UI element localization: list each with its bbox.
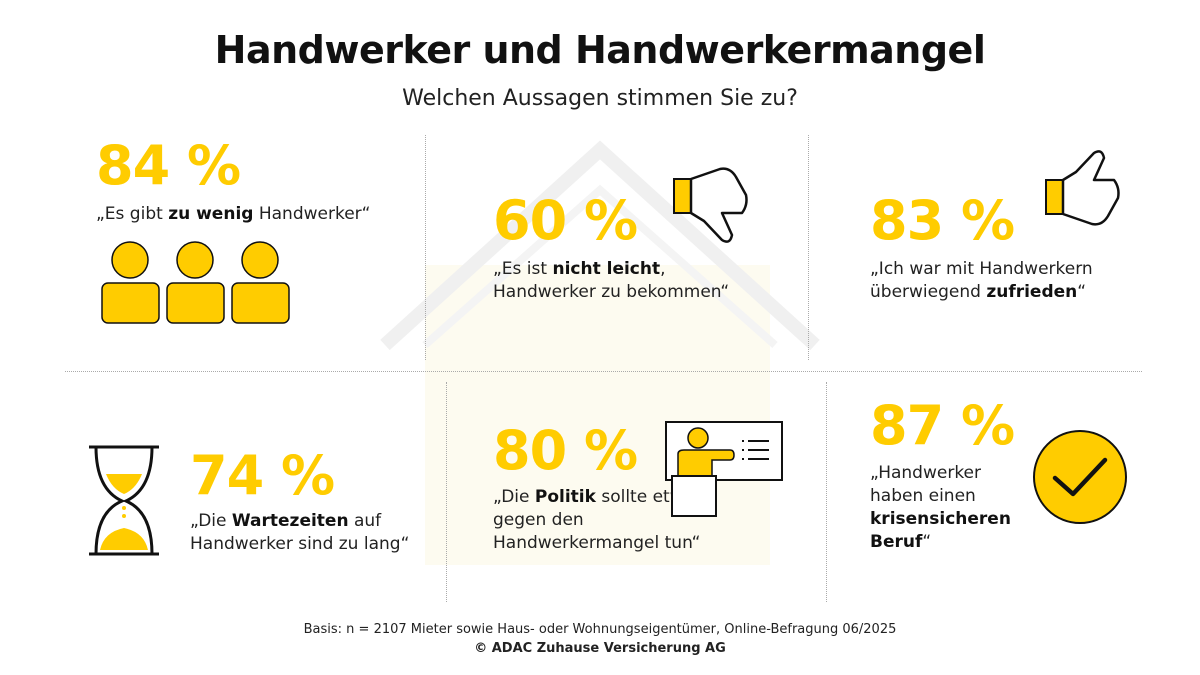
house-roof-inner — [422, 184, 778, 348]
page-subtitle: Welchen Aussagen stimmen Sie zu? — [402, 86, 798, 111]
footer-basis: Basis: n = 2107 Mieter sowie Haus- oder … — [303, 622, 897, 637]
stat-quote: „Handwerker haben einen krisensicheren B… — [870, 463, 1011, 552]
stat-value: 83 % — [870, 189, 1015, 252]
stat-value: 84 % — [96, 134, 241, 197]
stat-quote: „Ich war mit Handwerkern überwiegend zuf… — [870, 259, 1093, 302]
divider — [808, 135, 809, 360]
divider — [446, 382, 447, 602]
page-title: Handwerker und Handwerkermangel — [214, 28, 986, 72]
thumbs-up-icon — [1045, 150, 1120, 226]
stat-value: 87 % — [870, 394, 1015, 457]
stat-value: 60 % — [493, 189, 638, 252]
stat-quote: „Die Wartezeiten auf Handwerker sind zu … — [190, 511, 410, 554]
stat-value: 74 % — [190, 444, 335, 507]
checkmark-circle-icon — [1033, 430, 1127, 524]
people-icon — [101, 241, 290, 324]
stat-value: 80 % — [493, 419, 638, 482]
house-roof — [380, 140, 820, 351]
politician-podium-icon — [665, 421, 783, 517]
stat-quote: „Es ist nicht leicht, Handwerker zu beko… — [493, 259, 730, 302]
divider — [65, 371, 1142, 372]
thumbs-down-icon — [673, 167, 748, 243]
hourglass-icon — [89, 445, 159, 556]
footer-copyright: © ADAC Zuhause Versicherung AG — [474, 641, 726, 656]
divider — [826, 382, 827, 602]
stat-quote: „Es gibt zu wenig Handwerker“ — [96, 204, 371, 224]
divider — [425, 135, 426, 360]
